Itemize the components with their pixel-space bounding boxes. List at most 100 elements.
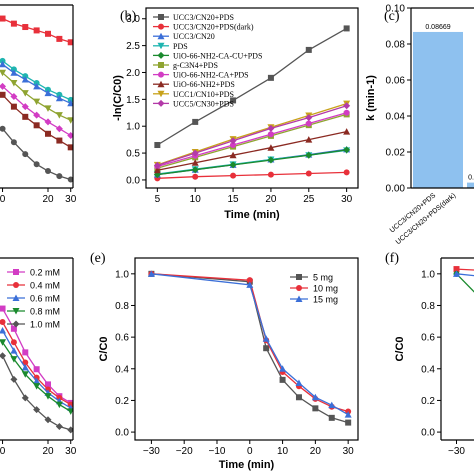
data-point-marker	[191, 149, 199, 157]
data-point	[267, 74, 274, 81]
data-point-marker	[10, 325, 17, 332]
y-tick-label: 3.0	[126, 14, 140, 25]
data-point-marker	[267, 171, 274, 178]
series-line	[157, 171, 347, 179]
data-point	[343, 128, 351, 135]
data-point-marker	[312, 405, 319, 412]
data-point-marker	[311, 393, 319, 401]
legend-label: 10 mg	[313, 284, 338, 294]
data-point	[0, 305, 6, 312]
legend-swatch-marker	[13, 269, 19, 275]
data-point-marker	[67, 99, 73, 107]
legend-label: UiO-66-NH2-CA-CU+PDS	[173, 51, 262, 60]
data-point-marker	[44, 89, 52, 97]
data-point	[22, 359, 29, 366]
data-point	[192, 118, 199, 125]
data-point-marker	[191, 159, 199, 166]
data-point-marker	[147, 270, 155, 277]
legend-item: UiO-66-NH2-CA-CU+PDS	[153, 51, 262, 60]
x-tick-label: 15	[228, 194, 240, 205]
data-point-marker	[33, 98, 41, 106]
y-tick-label: 0.02	[386, 148, 406, 159]
data-point	[0, 91, 6, 98]
data-point-marker	[56, 35, 63, 42]
x-tick-label: −30	[143, 446, 160, 457]
legend-swatch-marker	[158, 62, 164, 68]
data-point-marker	[153, 161, 161, 169]
legend-swatch-marker	[296, 274, 302, 280]
data-point-marker	[67, 408, 73, 415]
data-point	[33, 383, 41, 390]
data-point-marker	[345, 419, 352, 426]
data-point-marker	[22, 359, 29, 366]
legend-swatch-marker	[157, 90, 165, 98]
data-point-marker	[21, 371, 29, 378]
bar-data-label: 0.	[468, 175, 474, 182]
data-point	[192, 173, 199, 180]
data-point-marker	[45, 168, 51, 175]
data-point-marker	[305, 170, 312, 177]
x-tick-label: 20	[265, 194, 277, 205]
data-point-marker	[55, 112, 63, 119]
panel-label: (b)	[120, 9, 137, 24]
data-point	[45, 30, 51, 37]
data-point-marker	[453, 270, 460, 277]
data-point-marker	[67, 117, 73, 124]
legend-item: UiO-66-NH2-CA+PDS	[153, 71, 249, 80]
data-point	[21, 76, 29, 83]
data-point-marker	[246, 277, 253, 284]
data-point	[67, 96, 73, 103]
data-point	[267, 144, 275, 151]
data-point	[453, 266, 460, 273]
y-tick-label: 0.04	[386, 112, 406, 123]
series-line	[157, 102, 347, 166]
data-point-marker	[279, 365, 287, 372]
data-point	[10, 139, 17, 146]
data-point	[22, 151, 29, 158]
data-point	[230, 97, 237, 104]
data-point	[55, 112, 63, 119]
legend-swatch-marker	[158, 23, 164, 30]
x-tick-label: −20	[176, 446, 193, 457]
series-line	[151, 273, 349, 416]
data-point-marker	[33, 111, 41, 119]
legend-label: UCC3/CN20	[173, 32, 215, 41]
data-point-marker	[22, 349, 29, 356]
data-point	[262, 335, 270, 342]
data-point-marker	[33, 161, 40, 168]
data-point	[21, 90, 29, 97]
data-point	[305, 136, 313, 143]
data-point	[343, 109, 350, 116]
data-point	[154, 142, 161, 149]
data-point	[21, 103, 29, 111]
y-tick-label: 0.0	[115, 428, 129, 439]
data-point	[153, 166, 161, 174]
data-point	[267, 131, 274, 138]
data-point	[67, 99, 73, 107]
data-point-marker	[192, 118, 199, 125]
data-point-marker	[0, 352, 7, 360]
series-line	[1, 321, 72, 406]
data-point-marker	[0, 326, 7, 334]
data-point	[33, 406, 41, 414]
data-point	[0, 326, 7, 334]
data-point-marker	[267, 74, 274, 81]
y-axis-label: C/C0	[98, 336, 110, 361]
data-point	[67, 144, 73, 151]
legend-label: UiO-66-NH2-CA+PDS	[173, 71, 249, 80]
data-point-marker	[343, 102, 351, 110]
y-tick-label: 2.0	[126, 68, 140, 79]
legend-swatch-marker	[157, 99, 165, 107]
data-point	[33, 98, 41, 106]
data-point-marker	[267, 131, 274, 138]
data-point-marker	[10, 347, 18, 354]
data-point	[295, 379, 303, 387]
data-point-marker	[44, 118, 52, 126]
data-point-marker	[343, 146, 351, 154]
data-point	[312, 405, 319, 412]
y-tick-label: 1.5	[126, 95, 140, 106]
x-tick-label: 20	[42, 194, 54, 205]
data-point-marker	[10, 103, 17, 110]
data-point	[55, 401, 63, 409]
x-tick-label: 5	[155, 194, 161, 205]
